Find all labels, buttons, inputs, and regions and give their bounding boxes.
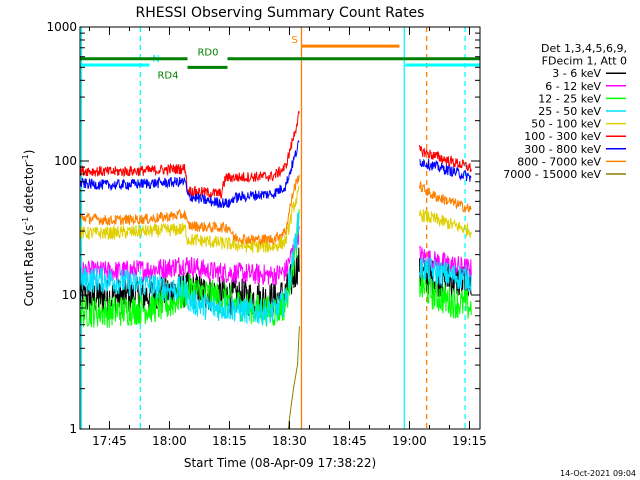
series-trace-1-0 [79,225,300,286]
y-axis-label: Count Rate (s-1 detector-1) [21,150,36,307]
legend-header-1: FDecim 1, Att 0 [542,55,627,68]
legend-entry-label: 7000 - 15000 keV [503,168,601,181]
series-trace-7-0 [79,174,300,246]
x-axis: 17:45 18:00 18:15 18:30 18:45 19:00 19:15 [88,27,487,448]
x-tick-label: 18:00 [152,434,187,448]
y-tick-label: 1000 [46,20,77,34]
flag-label-s: S [291,35,297,46]
x-tick-label: 19:00 [392,434,427,448]
series-trace-5-1 [419,145,472,173]
series-trace-5-0 [79,110,300,199]
legend-entry-label: 3 - 6 keV [552,67,601,80]
series-trace-3-1 [419,256,472,292]
legend-entry-label: 50 - 100 keV [531,118,601,131]
legend-header-0: Det 1,3,4,5,6,9, [541,42,627,55]
y-axis-label-main: Count Rate (s [22,225,36,307]
y-tick-label: 100 [54,154,77,168]
x-axis-label: Start Time (08-Apr-09 17:38:22) [184,456,376,470]
series-trace-3-0 [79,212,300,327]
y-axis: 1 10 100 1000 [46,20,480,436]
legend-entry-label: 300 - 800 keV [524,143,601,156]
flag-label-rd0: RD0 [197,48,218,59]
x-tick-label: 18:15 [212,434,247,448]
legend-entry-label: 12 - 25 keV [538,92,601,105]
legend-entry-label: 800 - 7000 keV [517,155,601,168]
legend-entry-label: 6 - 12 keV [545,80,601,93]
y-axis-label-sup2: -1 [21,154,30,162]
y-axis-label-end: ) [22,150,36,155]
series-trace-2-1 [419,270,472,319]
series-trace-6-0 [79,140,300,209]
chart-title: RHESSI Observing Summary Count Rates [136,5,425,21]
x-tick-label: 18:45 [332,434,367,448]
x-tick-label: 17:45 [92,434,127,448]
series-trace-4-1 [419,209,472,239]
y-tick-label: 10 [62,288,77,302]
footer-timestamp: 14-Oct-2021 09:04 [560,469,636,478]
series-trace-6-1 [419,158,472,182]
plot-area: NSRD0RD4 [79,27,480,430]
plot-frame [79,26,481,430]
legend-entry-label: 25 - 50 keV [538,105,601,118]
series-trace-4-0 [79,185,300,254]
flag-label-rd4: RD4 [157,70,178,81]
series-trace-7-1 [419,181,472,213]
y-tick-label: 1 [69,422,77,436]
y-axis-label-mid: detector [22,162,36,217]
y-axis-label-sup1: -1 [21,217,30,225]
legend: Det 1,3,4,5,6,9,FDecim 1, Att 03 - 6 keV… [503,42,627,181]
x-tick-label: 19:15 [452,434,487,448]
x-tick-label: 18:30 [272,434,307,448]
legend-entry-label: 100 - 300 keV [524,130,601,143]
